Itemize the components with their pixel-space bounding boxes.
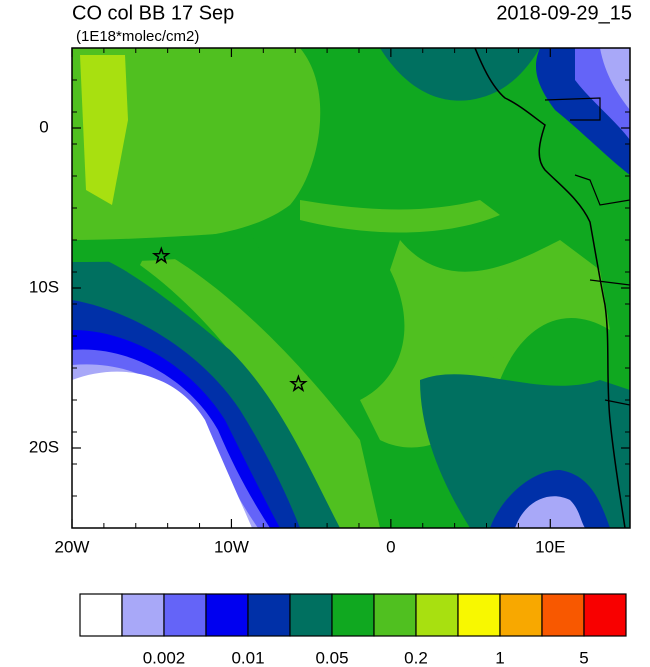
colorbar-label: 5 bbox=[579, 648, 588, 667]
x-tick-label: 20W bbox=[55, 537, 90, 556]
x-tick-label: 0 bbox=[386, 537, 395, 556]
colorbar-box bbox=[331, 593, 375, 637]
colorbar-box bbox=[79, 593, 123, 637]
colorbar-box bbox=[121, 593, 165, 637]
colorbar-box bbox=[247, 593, 291, 637]
colorbar-box bbox=[415, 593, 459, 637]
x-tick-label: 10E bbox=[535, 537, 565, 556]
field bbox=[72, 48, 630, 528]
colorbar-label: 1 bbox=[495, 648, 504, 667]
y-tick-label: 0 bbox=[39, 117, 48, 136]
colorbar-box bbox=[499, 593, 543, 637]
y-tick-label: 10S bbox=[29, 277, 59, 296]
y-tick-label: 20S bbox=[29, 437, 59, 456]
colorbar-box bbox=[373, 593, 417, 637]
colorbar-box bbox=[289, 593, 333, 637]
colorbar-box bbox=[541, 593, 585, 637]
colorbar-box bbox=[457, 593, 501, 637]
x-tick-label: 10W bbox=[214, 537, 249, 556]
colorbar-label: 0.05 bbox=[315, 648, 348, 667]
site-marker bbox=[151, 246, 171, 264]
title: CO col BB 17 Sep bbox=[72, 2, 234, 24]
subtitle: (1E18*molec/cm2) bbox=[76, 28, 199, 45]
colorbar-label: 0.002 bbox=[143, 648, 186, 667]
date: 2018-09-29_15 bbox=[496, 2, 632, 24]
site-marker bbox=[289, 374, 308, 392]
colorbar-label: 0.2 bbox=[404, 648, 428, 667]
colorbar-box bbox=[205, 593, 249, 637]
colorbar-box bbox=[583, 593, 627, 637]
colorbar-box bbox=[163, 593, 207, 637]
colorbar-label: 0.01 bbox=[231, 648, 264, 667]
